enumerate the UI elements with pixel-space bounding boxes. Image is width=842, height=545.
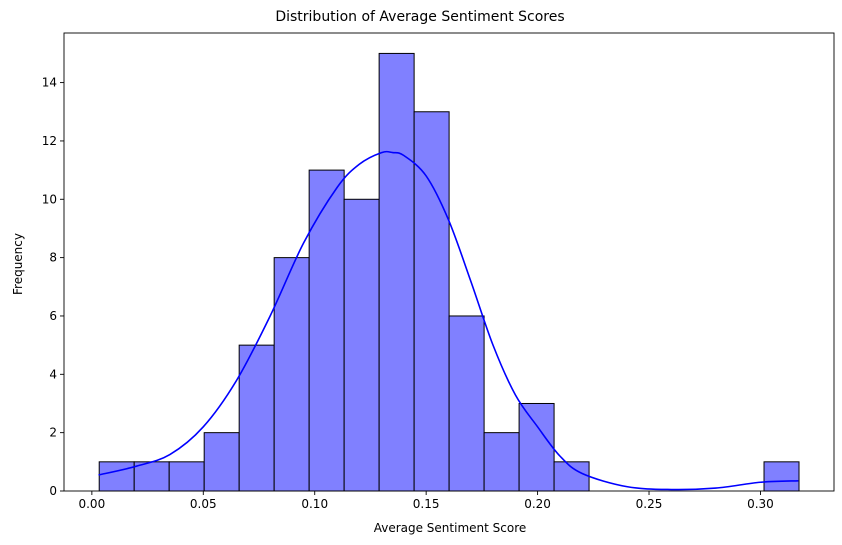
x-tick-label-2: 0.10 <box>301 497 328 511</box>
y-tick-label-6: 12 <box>42 134 57 148</box>
histogram-bar-0 <box>98 461 135 492</box>
histogram-bar-14 <box>763 461 800 492</box>
y-axis-label: Frequency <box>11 233 25 295</box>
histogram-bar-5 <box>273 257 310 492</box>
histogram-bars <box>98 52 800 492</box>
y-tick-label-3: 6 <box>49 309 57 323</box>
y-axis-ticks: 0 2 4 6 8 10 12 14 <box>42 76 64 498</box>
histogram-bar-9 <box>413 111 450 492</box>
y-tick-label-1: 2 <box>49 426 57 440</box>
x-tick-label-0: 0.00 <box>78 497 105 511</box>
histogram-bar-10 <box>448 315 485 492</box>
x-tick-label-3: 0.15 <box>413 497 440 511</box>
histogram-bar-13 <box>553 461 590 492</box>
histogram-bar-8 <box>378 52 415 492</box>
x-axis-ticks: 0.00 0.05 0.10 0.15 0.20 0.25 0.30 <box>78 491 774 511</box>
histogram-bar-3 <box>203 432 240 492</box>
kde-curve <box>98 150 799 491</box>
x-tick-label-4: 0.20 <box>524 497 551 511</box>
plot-frame <box>63 32 835 492</box>
y-tick-label-2: 4 <box>49 367 57 381</box>
histogram-bar-1 <box>133 461 170 492</box>
histogram-bar-11 <box>483 432 520 492</box>
histogram-bar-2 <box>168 461 205 492</box>
x-tick-label-6: 0.30 <box>747 497 774 511</box>
histogram-bar-6 <box>308 169 345 492</box>
x-tick-label-5: 0.25 <box>636 497 663 511</box>
y-tick-label-5: 10 <box>42 192 57 206</box>
chart-title: Distribution of Average Sentiment Scores <box>275 9 564 25</box>
y-tick-label-7: 14 <box>42 76 57 90</box>
y-tick-label-0: 0 <box>49 484 57 498</box>
plot-border <box>63 32 835 492</box>
kde-curve-group <box>98 150 799 491</box>
histogram-bar-12 <box>518 402 555 492</box>
y-tick-label-4: 8 <box>49 251 57 265</box>
x-axis-label: Average Sentiment Score <box>374 521 527 535</box>
x-tick-label-1: 0.05 <box>190 497 217 511</box>
histogram-bar-7 <box>343 198 380 492</box>
